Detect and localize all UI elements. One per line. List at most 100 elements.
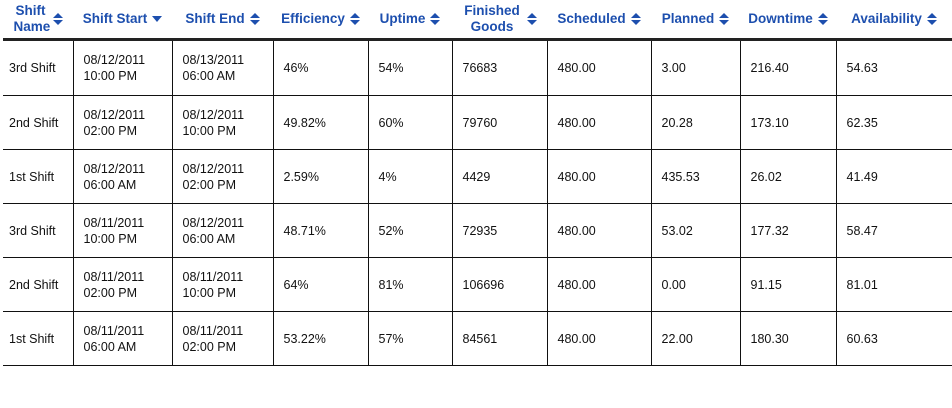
header-content: Scheduled [557, 11, 641, 27]
header-row: Shift Name Shift Start Shift End Efficiency… [3, 0, 952, 41]
column-header-planned[interactable]: Planned [651, 0, 740, 41]
shift-report-table: Shift Name Shift Start Shift End Efficiency… [3, 0, 952, 366]
sort-both-icon[interactable] [430, 12, 441, 26]
cell-scheduled: 480.00 [547, 39, 652, 96]
cell-availability: 41.49 [836, 149, 952, 204]
cell-uptime: 4% [368, 149, 453, 204]
column-header-shift-start[interactable]: Shift Start [73, 0, 172, 41]
sort-both-icon[interactable] [926, 12, 937, 26]
header-label: Downtime [748, 11, 813, 26]
cell-downtime: 180.30 [740, 311, 837, 366]
sort-both-icon[interactable] [630, 12, 641, 26]
header-label: Availability [851, 11, 922, 26]
cell-planned: 53.02 [651, 203, 741, 258]
cell-scheduled: 480.00 [547, 311, 652, 366]
sort-both-icon[interactable] [817, 12, 828, 26]
cell-efficiency: 64% [273, 257, 369, 312]
table-row: 1st Shift 08/11/2011 06:00 AM 08/11/2011 0… [3, 311, 952, 366]
cell-shift-end: 08/12/2011 02:00 PM [172, 149, 274, 204]
cell-uptime: 81% [368, 257, 453, 312]
sort-both-icon[interactable] [527, 12, 537, 26]
cell-shift-end: 08/12/2011 06:00 AM [172, 203, 274, 258]
cell-planned: 3.00 [651, 39, 741, 96]
cell-shift-name: 2nd Shift [3, 95, 74, 150]
column-header-finished-goods[interactable]: Finished Goods [452, 0, 547, 41]
header-content: Efficiency [281, 11, 360, 27]
header-content: Finished Goods [462, 3, 537, 35]
cell-finished-goods: 79760 [452, 95, 548, 150]
cell-efficiency: 48.71% [273, 203, 369, 258]
cell-availability: 54.63 [836, 39, 952, 96]
cell-scheduled: 480.00 [547, 203, 652, 258]
header-content: Shift Start [83, 11, 163, 27]
cell-finished-goods: 72935 [452, 203, 548, 258]
cell-shift-start: 08/11/2011 10:00 PM [73, 203, 173, 258]
cell-scheduled: 480.00 [547, 149, 652, 204]
cell-downtime: 26.02 [740, 149, 837, 204]
cell-shift-name: 3rd Shift [3, 203, 74, 258]
header-content: Uptime [380, 11, 441, 27]
cell-shift-name: 3rd Shift [3, 39, 74, 96]
sort-both-icon[interactable] [349, 12, 360, 26]
header-label: Shift Start [82, 11, 148, 26]
header-label: Shift End [185, 11, 245, 26]
column-header-availability[interactable]: Availability [836, 0, 952, 41]
cell-finished-goods: 84561 [452, 311, 548, 366]
cell-planned: 20.28 [651, 95, 741, 150]
column-header-shift-name[interactable]: Shift Name [3, 0, 73, 41]
cell-shift-name: 2nd Shift [3, 257, 74, 312]
table-row: 1st Shift 08/12/2011 06:00 AM 08/12/2011 0… [3, 149, 952, 204]
header-content: Availability [851, 11, 937, 27]
header-content: Planned [662, 11, 730, 27]
header-content: Shift End [185, 11, 260, 27]
sort-both-icon[interactable] [249, 12, 260, 26]
column-header-efficiency[interactable]: Efficiency [273, 0, 368, 41]
cell-shift-start: 08/12/2011 10:00 PM [73, 39, 173, 96]
cell-uptime: 57% [368, 311, 453, 366]
header-label: Scheduled [557, 11, 626, 26]
cell-shift-end: 08/12/2011 10:00 PM [172, 95, 274, 150]
table-header: Shift Name Shift Start Shift End Efficiency… [3, 0, 952, 41]
column-header-shift-end[interactable]: Shift End [172, 0, 273, 41]
cell-shift-end: 08/13/2011 06:00 AM [172, 39, 274, 96]
cell-availability: 58.47 [836, 203, 952, 258]
cell-efficiency: 2.59% [273, 149, 369, 204]
cell-finished-goods: 76683 [452, 39, 548, 96]
sort-desc-icon[interactable] [152, 15, 163, 23]
table-row: 2nd Shift 08/11/2011 02:00 PM 08/11/2011 1… [3, 257, 952, 312]
cell-availability: 60.63 [836, 311, 952, 366]
cell-planned: 435.53 [651, 149, 741, 204]
table-row: 3rd Shift 08/11/2011 10:00 PM 08/12/2011 0… [3, 203, 952, 258]
cell-efficiency: 53.22% [273, 311, 369, 366]
cell-uptime: 60% [368, 95, 453, 150]
cell-shift-start: 08/11/2011 06:00 AM [73, 311, 173, 366]
header-label: Shift Name [13, 3, 51, 34]
cell-finished-goods: 106696 [452, 257, 548, 312]
sort-both-icon[interactable] [719, 12, 730, 26]
cell-downtime: 173.10 [740, 95, 837, 150]
header-label: Uptime [379, 11, 426, 26]
cell-efficiency: 49.82% [273, 95, 369, 150]
cell-uptime: 54% [368, 39, 453, 96]
cell-shift-start: 08/11/2011 02:00 PM [73, 257, 173, 312]
column-header-uptime[interactable]: Uptime [368, 0, 452, 41]
cell-downtime: 216.40 [740, 39, 837, 96]
header-content: Downtime [748, 11, 828, 27]
header-content: Shift Name [14, 3, 63, 35]
cell-scheduled: 480.00 [547, 257, 652, 312]
sort-both-icon[interactable] [52, 12, 63, 26]
column-header-downtime[interactable]: Downtime [740, 0, 836, 41]
cell-shift-start: 08/12/2011 02:00 PM [73, 95, 173, 150]
cell-scheduled: 480.00 [547, 95, 652, 150]
cell-shift-name: 1st Shift [3, 311, 74, 366]
cell-shift-end: 08/11/2011 02:00 PM [172, 311, 274, 366]
cell-finished-goods: 4429 [452, 149, 548, 204]
cell-downtime: 91.15 [740, 257, 837, 312]
header-label: Finished Goods [464, 3, 520, 34]
table-row: 3rd Shift 08/12/2011 10:00 PM 08/13/2011 0… [3, 39, 952, 96]
column-header-scheduled[interactable]: Scheduled [547, 0, 651, 41]
table-row: 2nd Shift 08/12/2011 02:00 PM 08/12/2011 1… [3, 95, 952, 150]
cell-efficiency: 46% [273, 39, 369, 96]
cell-shift-end: 08/11/2011 10:00 PM [172, 257, 274, 312]
cell-planned: 0.00 [651, 257, 741, 312]
